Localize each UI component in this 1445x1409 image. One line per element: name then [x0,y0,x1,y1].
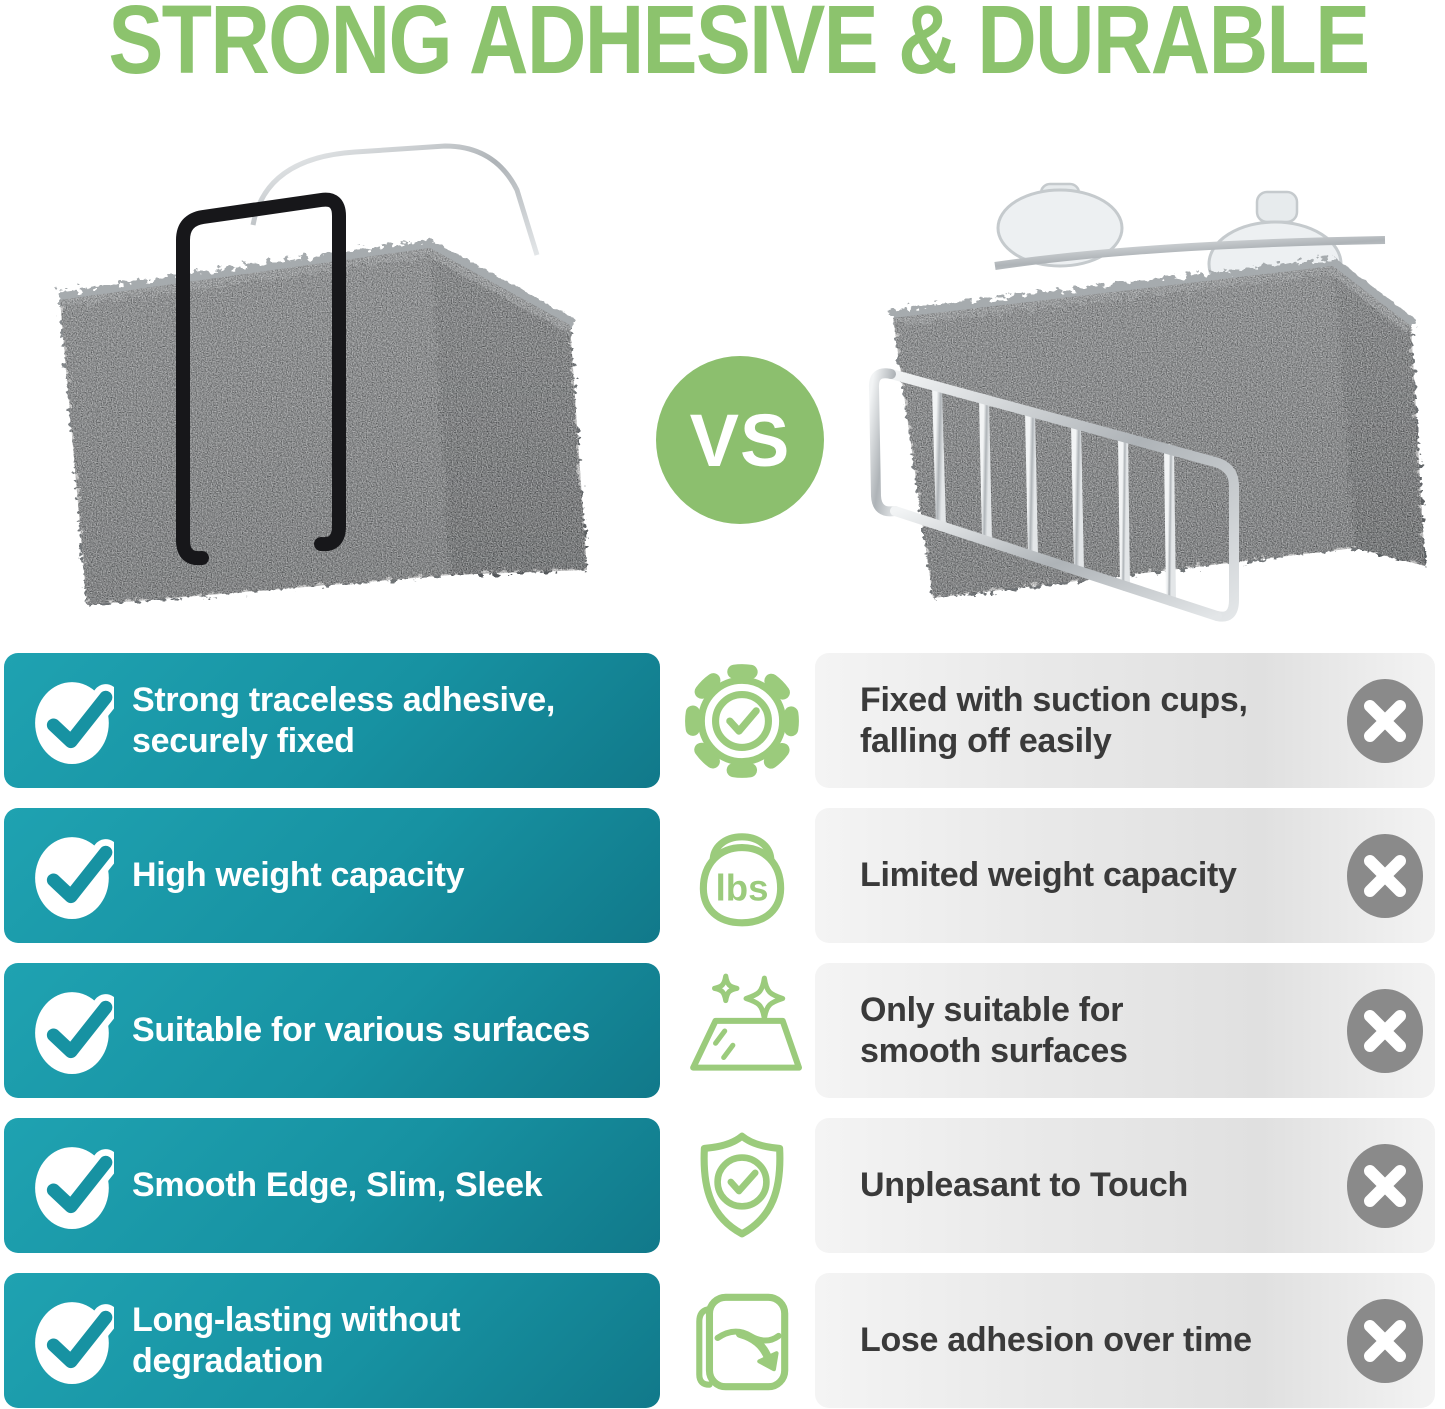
pro-text: Strong traceless adhesive, securely fixe… [132,680,556,760]
hero [58,143,1425,622]
con-row: Limited weight capacity [815,808,1435,943]
product-left-image [58,143,587,605]
vs-badge: VS [656,356,824,524]
con-text: Lose adhesion over time [860,1321,1252,1360]
pro-row: High weight capacity [4,808,660,943]
svg-text:lbs: lbs [716,867,769,908]
shield-check-icon [681,1124,803,1246]
con-text: Unpleasant to Touch [860,1166,1189,1205]
handle-wire [250,143,540,256]
con-row: Only suitable for smooth surfaces [815,963,1435,1098]
pro-row: Long-lasting without degradation [4,1273,660,1408]
pro-text: Smooth Edge, Slim, Sleek [132,1166,543,1205]
con-row: Lose adhesion over time [815,1273,1435,1408]
wire-basket [868,368,1239,622]
x-circle-icon [1347,1298,1423,1383]
wire-clip [176,192,346,566]
pro-row: Suitable for various surfaces [4,963,660,1098]
con-row: Fixed with suction cups, falling off eas… [815,653,1435,788]
kettlebell-lbs-icon: lbs [681,815,803,937]
gear-check-icon [681,660,803,782]
x-circle-icon [1347,988,1423,1073]
check-circle-icon [35,836,114,919]
pro-text: Suitable for various surfaces [132,1011,591,1050]
check-circle-icon [35,991,114,1074]
page-title: STRONG ADHESIVE & DURABLE [108,0,1370,94]
check-circle-icon [35,1301,114,1384]
adhesion-loss-icon [681,1281,803,1403]
check-circle-icon [35,681,114,764]
back-rail-wire [994,236,1386,270]
x-circle-icon [1347,833,1423,918]
sparkle-surface-icon [681,968,803,1090]
x-circle-icon [1347,1143,1423,1228]
vs-label: VS [689,398,791,482]
con-row: Unpleasant to Touch [815,1118,1435,1253]
check-circle-icon [35,1146,114,1229]
pro-row: Strong traceless adhesive, securely fixe… [4,653,660,788]
con-text: Only suitable for smooth surfaces [860,990,1128,1070]
pro-text: Long-lasting without degradation [132,1300,461,1380]
x-circle-icon [1347,678,1423,763]
product-right-image [868,182,1425,622]
con-text: Limited weight capacity [860,856,1237,895]
con-text: Fixed with suction cups, falling off eas… [860,680,1248,760]
pro-text: High weight capacity [132,856,465,895]
pro-row: Smooth Edge, Slim, Sleek [4,1118,660,1253]
